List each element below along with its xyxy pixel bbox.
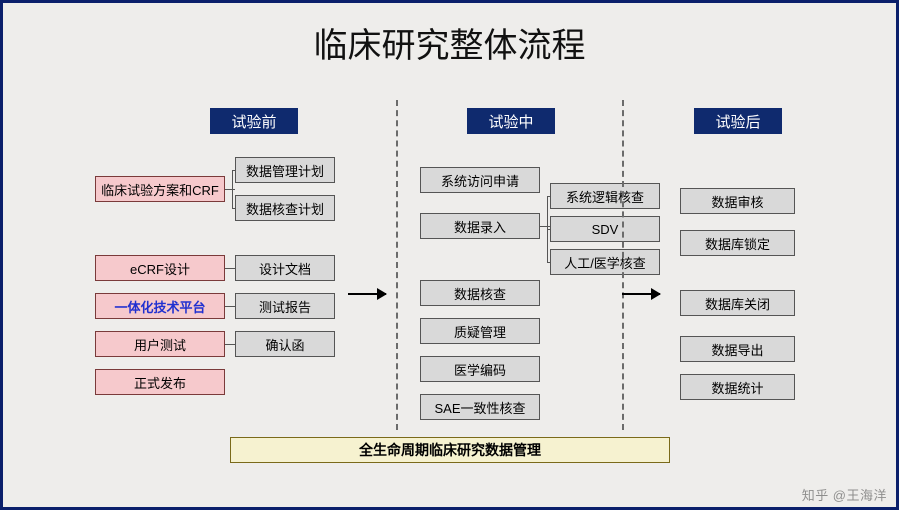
- pre-left-box-2: 一体化技术平台: [95, 293, 225, 319]
- mid-left-box-2: 数据核查: [420, 280, 540, 306]
- connector-2: [232, 170, 236, 171]
- connector-0: [225, 189, 235, 190]
- phase-header-mid: 试验中: [467, 108, 555, 134]
- connector-5: [225, 306, 235, 307]
- post-box-1: 数据库锁定: [680, 230, 795, 256]
- flow-arrow-1: [622, 293, 660, 295]
- post-box-0: 数据审核: [680, 188, 795, 214]
- connector-11: [547, 262, 551, 263]
- pre-right-box-2: 设计文档: [235, 255, 335, 281]
- connector-10: [547, 229, 551, 230]
- connector-9: [547, 196, 551, 197]
- phase-divider-1: [622, 100, 624, 430]
- mid-left-box-1: 数据录入: [420, 213, 540, 239]
- phase-header-pre: 试验前: [210, 108, 298, 134]
- mid-right-box-1: SDV: [550, 216, 660, 242]
- pre-right-box-0: 数据管理计划: [235, 157, 335, 183]
- pre-left-box-0: 临床试验方案和CRF: [95, 176, 225, 202]
- connector-3: [232, 208, 236, 209]
- watermark: 知乎 @王海洋: [802, 485, 887, 504]
- phase-header-post: 试验后: [694, 108, 782, 134]
- connector-7: [540, 226, 550, 227]
- post-box-3: 数据导出: [680, 336, 795, 362]
- post-box-2: 数据库关闭: [680, 290, 795, 316]
- mid-left-box-4: 医学编码: [420, 356, 540, 382]
- mid-left-box-5: SAE一致性核查: [420, 394, 540, 420]
- mid-right-box-0: 系统逻辑核查: [550, 183, 660, 209]
- pre-left-box-1: eCRF设计: [95, 255, 225, 281]
- flow-arrow-0: [348, 293, 386, 295]
- pre-left-box-4: 正式发布: [95, 369, 225, 395]
- post-box-4: 数据统计: [680, 374, 795, 400]
- connector-4: [225, 268, 235, 269]
- pre-left-box-3: 用户测试: [95, 331, 225, 357]
- pre-right-box-4: 确认函: [235, 331, 335, 357]
- connector-1: [232, 170, 233, 208]
- pre-right-box-1: 数据核查计划: [235, 195, 335, 221]
- mid-left-box-0: 系统访问申请: [420, 167, 540, 193]
- phase-divider-0: [396, 100, 398, 430]
- page-title: 临床研究整体流程: [0, 18, 899, 67]
- mid-right-box-2: 人工/医学核查: [550, 249, 660, 275]
- pre-right-box-3: 测试报告: [235, 293, 335, 319]
- connector-6: [225, 344, 235, 345]
- footer-bar: 全生命周期临床研究数据管理: [230, 437, 670, 463]
- mid-left-box-3: 质疑管理: [420, 318, 540, 344]
